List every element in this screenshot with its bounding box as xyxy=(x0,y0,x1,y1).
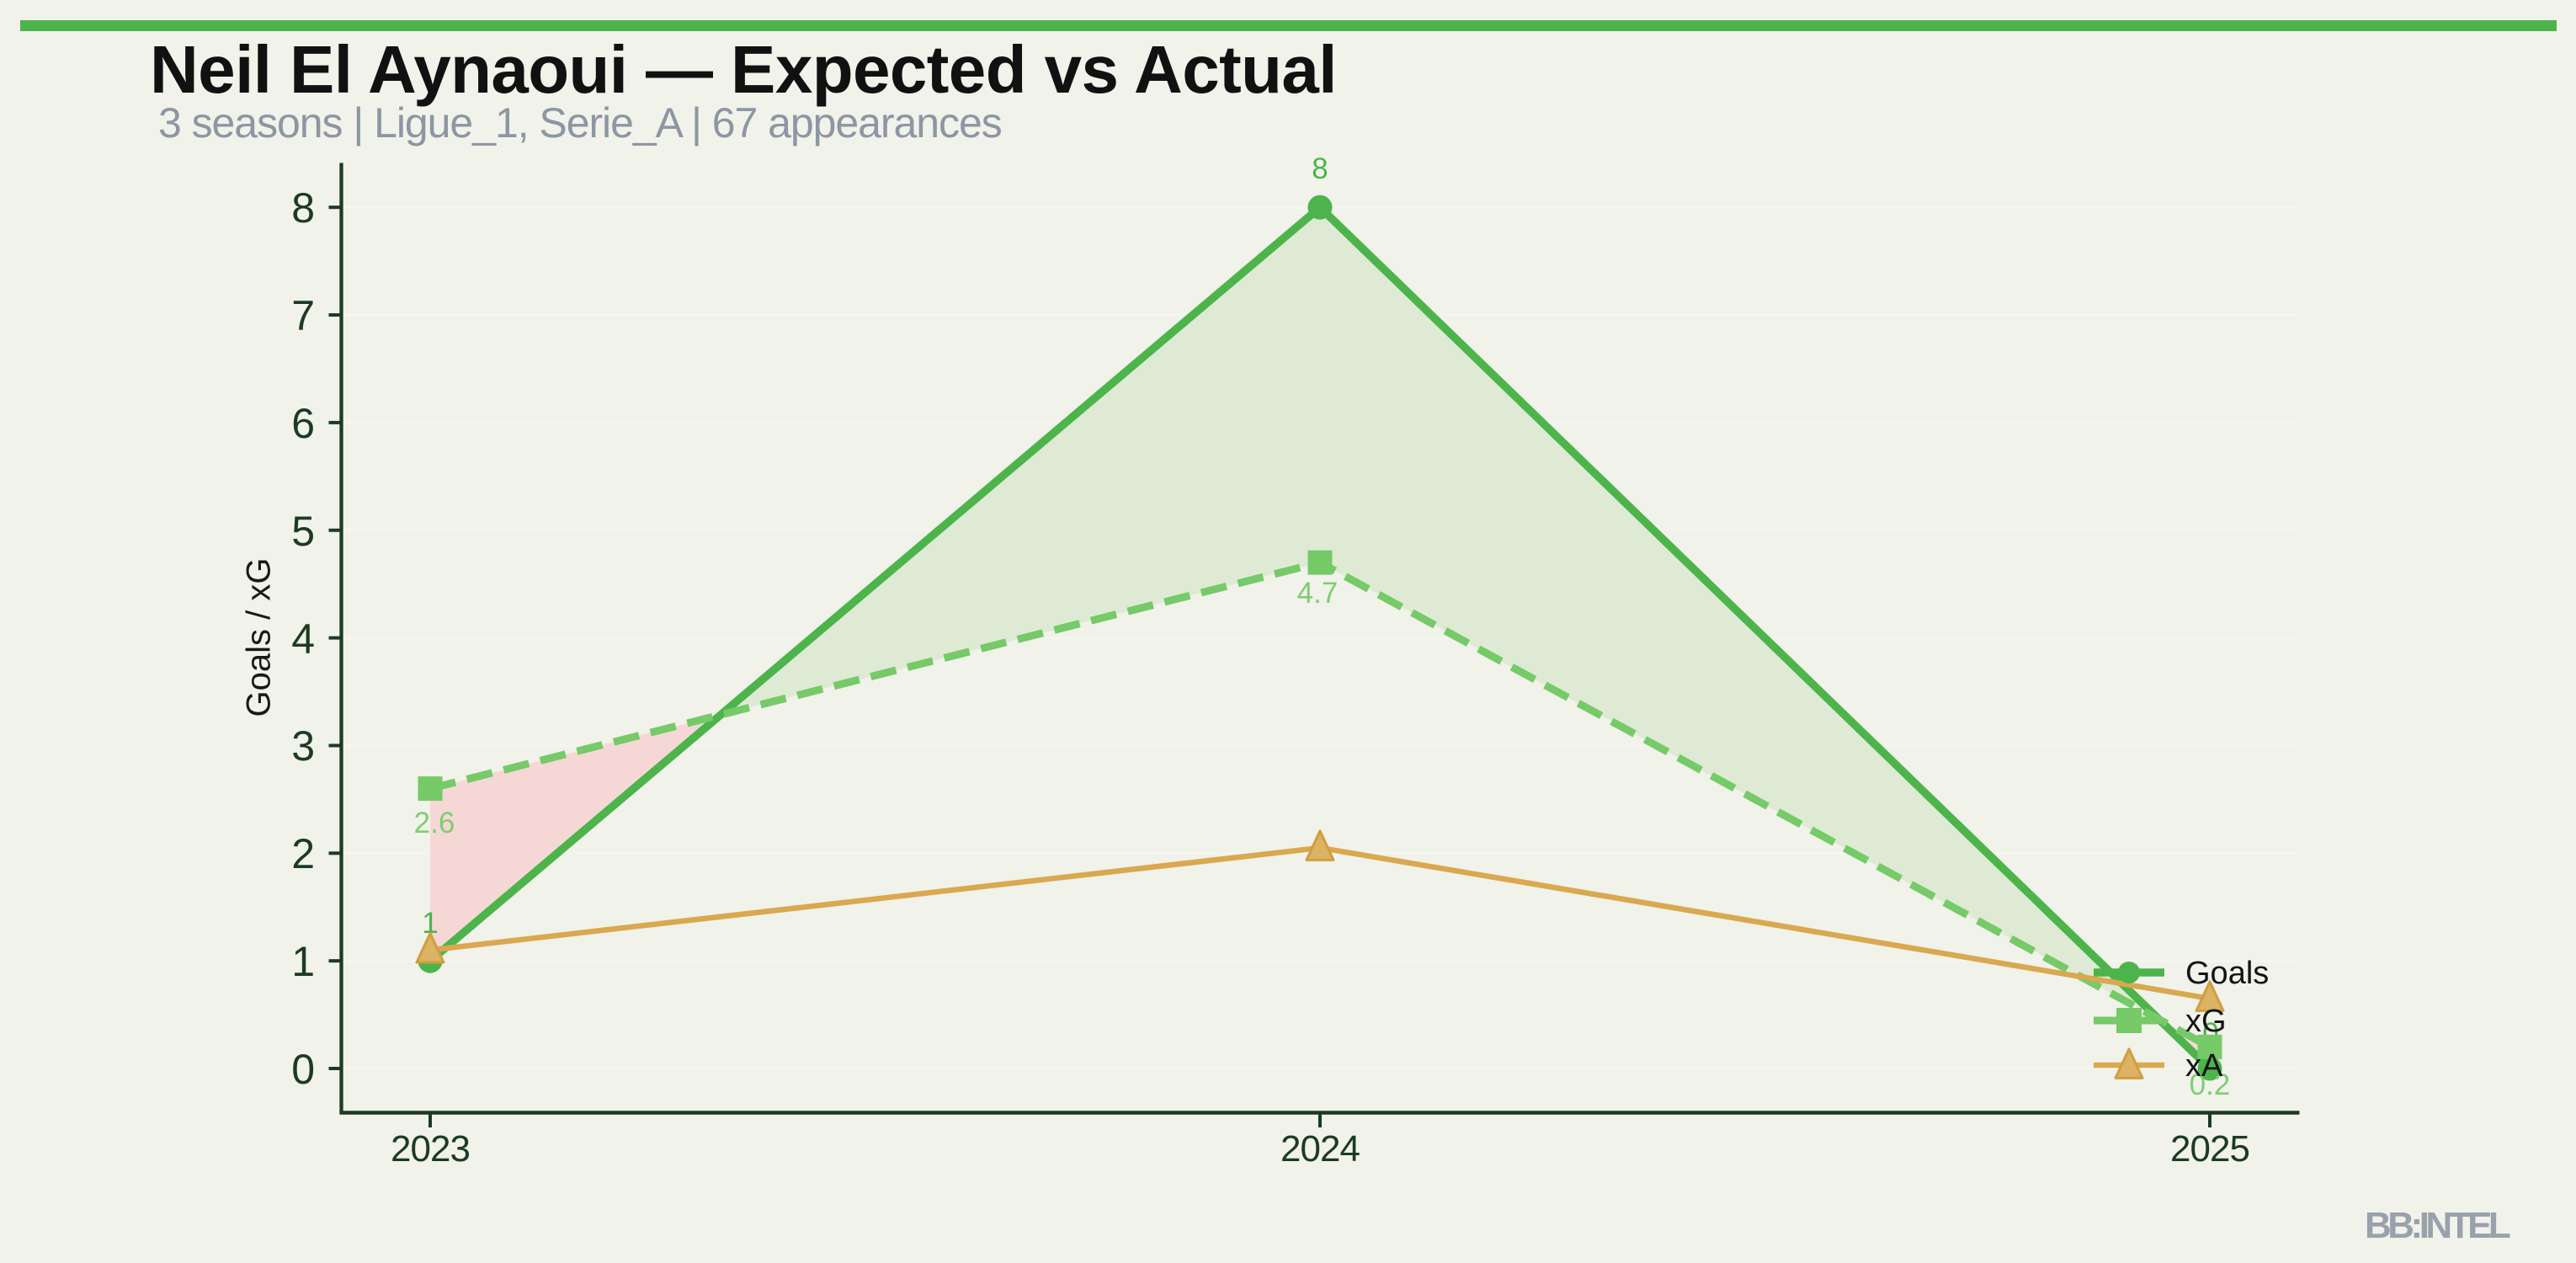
svg-text:8: 8 xyxy=(291,184,315,232)
svg-text:BB:INTEL: BB:INTEL xyxy=(2365,1205,2510,1246)
svg-text:2024: 2024 xyxy=(1280,1128,1360,1170)
svg-text:1: 1 xyxy=(291,938,315,985)
svg-text:3: 3 xyxy=(291,722,315,770)
svg-text:2023: 2023 xyxy=(391,1128,470,1170)
svg-text:8: 8 xyxy=(1312,152,1328,185)
svg-text:2: 2 xyxy=(291,830,315,877)
svg-text:xG: xG xyxy=(2185,1004,2227,1039)
svg-text:3 seasons | Ligue_1, Serie_A |: 3 seasons | Ligue_1, Serie_A | 67 appear… xyxy=(158,99,1002,147)
svg-text:xA: xA xyxy=(2185,1048,2223,1084)
svg-text:4: 4 xyxy=(291,616,315,663)
svg-text:5: 5 xyxy=(291,508,315,555)
svg-text:0.2: 0.2 xyxy=(2190,1068,2231,1101)
svg-text:0: 0 xyxy=(291,1046,315,1093)
svg-text:Goals: Goals xyxy=(2185,956,2269,991)
svg-text:7: 7 xyxy=(291,292,315,339)
svg-text:2.6: 2.6 xyxy=(414,807,455,839)
svg-text:Goals / xG: Goals / xG xyxy=(241,558,278,717)
svg-text:1: 1 xyxy=(422,907,438,940)
svg-text:6: 6 xyxy=(291,400,315,447)
svg-text:2025: 2025 xyxy=(2170,1128,2249,1170)
svg-text:4.7: 4.7 xyxy=(1297,577,1339,610)
svg-text:Neil El Aynaoui — Expected vs: Neil El Aynaoui — Expected vs Actual xyxy=(150,32,1337,107)
